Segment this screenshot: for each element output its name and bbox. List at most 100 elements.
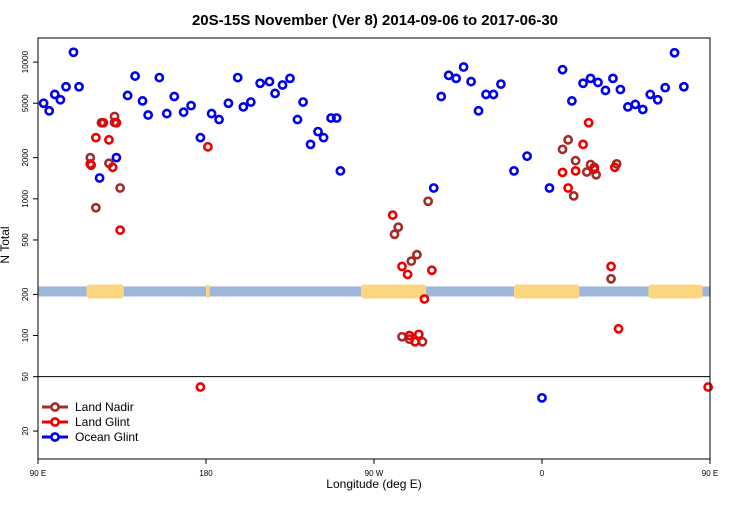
data-point [473,105,484,116]
data-point [397,331,407,342]
data-point [578,139,588,150]
data-point [557,167,568,178]
data-point [413,329,424,340]
data-point [578,78,588,89]
data-point [169,91,180,102]
data-point [186,100,196,111]
y-axis-label: N Total [0,226,12,263]
legend-marker [50,417,60,427]
data-point [313,126,323,137]
data-point [270,88,280,99]
data-point [630,99,641,110]
y-tick-label: 200 [21,287,30,301]
x-tick-label: 90 E [30,469,46,478]
x-axis-label: Longitude (deg E) [326,477,421,491]
y-tick-label: 20 [21,426,30,435]
data-point [137,96,148,106]
data-point [585,73,596,84]
data-point [85,158,96,169]
data-point [557,64,568,75]
land-ocean-band [38,284,710,299]
data-point [90,132,101,143]
data-point [537,392,547,403]
data-point [615,84,626,95]
data-point [277,80,288,90]
data-point [115,225,126,236]
data-point [195,132,206,143]
data-point [660,82,671,93]
y-tick-label: 50 [21,372,30,381]
legend-item: Ocean Glint [42,430,139,444]
data-point [61,81,71,92]
data-point [111,117,122,128]
data-point [481,89,491,100]
data-point [238,102,249,112]
data-point [608,73,618,84]
land-band-segment [206,284,210,299]
data-point [214,114,224,125]
data-point [331,113,342,123]
data-point [669,47,680,58]
x-tick-label: 180 [199,469,213,478]
data-point [397,261,407,272]
data-point [563,183,574,193]
data-point [589,164,600,174]
data-point [509,165,519,176]
legend-label: Land Glint [75,415,130,429]
land-band-segment [514,284,580,299]
data-point [292,114,303,125]
data-point [130,71,140,81]
data-point [466,76,476,87]
legend-label: Land Nadir [75,400,134,414]
x-tick-label: 0 [540,469,545,478]
data-point [404,330,415,341]
data-point [232,72,243,83]
x-tick-label: 90 E [702,469,718,478]
data-point [544,183,555,193]
legend-item: Land Nadir [42,400,134,414]
legend-marker [50,432,60,442]
y-tick-label: 10000 [21,50,30,73]
y-axis: 20 50 100 200 500 1000 2000 5000 10000 [21,50,38,436]
data-point [318,132,329,143]
data-point [122,90,133,101]
data-point [613,323,624,334]
data-point [645,89,656,100]
data-point [423,196,434,207]
data-point [581,167,592,177]
data-point [637,104,648,115]
data-point [111,152,122,163]
legend-item: Land Glint [42,415,130,429]
data-point [570,165,581,176]
x-axis: 90 E 180 90 W 0 90 E [30,459,718,478]
y-tick-label: 100 [21,328,30,342]
data-point [161,108,172,119]
data-point [335,165,346,176]
data-point [154,72,165,83]
data-point [606,273,616,284]
data-point [566,96,577,106]
data-point [402,269,413,280]
data-point [104,134,114,145]
land-band-segment [360,284,427,299]
data-point [107,162,118,173]
data-point [305,139,316,150]
data-point [426,265,437,276]
y-tick-label: 2000 [21,148,30,166]
data-point [55,94,66,105]
data-point [488,89,499,100]
data-point [143,110,154,120]
data-point [458,62,469,72]
data-point [389,229,400,240]
data-point [298,97,308,107]
data-point [583,117,594,128]
data-point [563,134,574,145]
data-point [44,105,55,116]
data-point [678,81,689,92]
data-point [609,162,620,173]
data-point [68,47,79,58]
legend-label: Ocean Glint [75,430,139,444]
data-point [443,70,454,81]
